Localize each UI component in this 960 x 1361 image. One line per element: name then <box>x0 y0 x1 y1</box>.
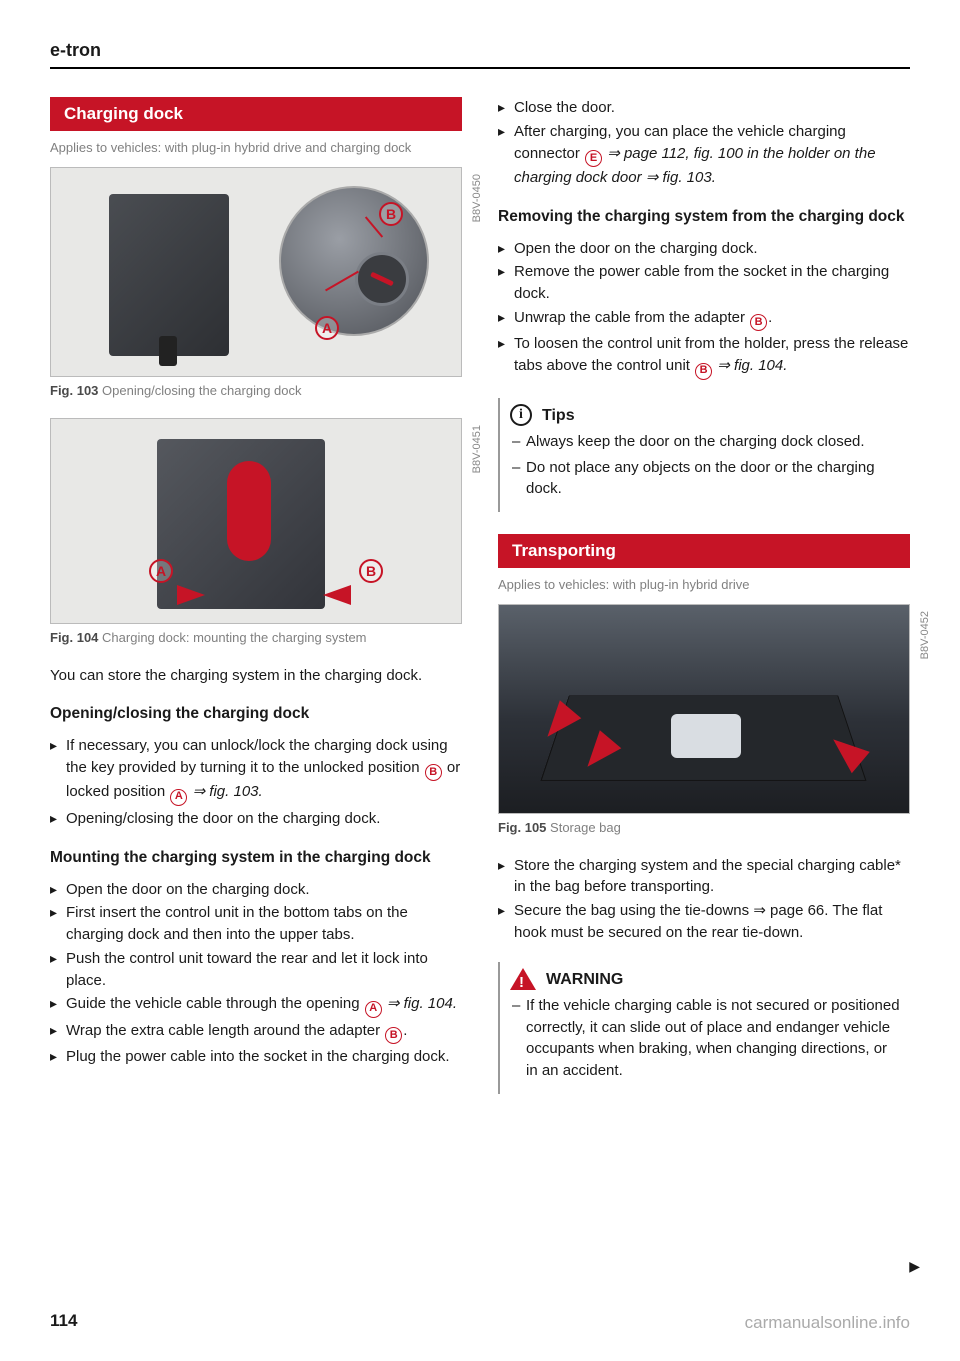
tips-title: Tips <box>542 404 575 427</box>
figure-105: B8V-0452 <box>498 604 910 814</box>
warning-icon <box>510 968 536 990</box>
trunk-photo <box>499 605 909 813</box>
cable-coil <box>227 461 271 561</box>
page-number: 114 <box>50 1311 77 1331</box>
label-b: B <box>359 559 383 583</box>
lock-knob <box>355 252 409 306</box>
fig105-code: B8V-0452 <box>919 611 931 659</box>
list-item: First insert the control unit in the bot… <box>50 902 462 946</box>
list-item: Plug the power cable into the socket in … <box>50 1046 462 1068</box>
info-icon: i <box>510 404 532 426</box>
list-item: Open the door on the charging dock. <box>50 879 462 901</box>
fig104-code: B8V-0451 <box>471 425 483 473</box>
right-column: Close the door. After charging, you can … <box>498 97 910 1116</box>
list-item: Unwrap the cable from the adapter B. <box>498 307 910 331</box>
continue-arrow-icon: ▶ <box>909 1258 920 1275</box>
figure-103: B8V-0450 A B <box>50 167 462 377</box>
list-item: Do not place any objects on the door or … <box>512 457 900 501</box>
top-divider <box>50 67 910 69</box>
arrow-icon <box>177 585 205 605</box>
content-columns: Charging dock Applies to vehicles: with … <box>50 97 910 1116</box>
list-item: Opening/closing the door on the charging… <box>50 808 462 830</box>
applies-to-text: Applies to vehicles: with plug-in hybrid… <box>50 139 462 157</box>
list-item: If necessary, you can unlock/lock the ch… <box>50 735 462 806</box>
header-brand: e-tron <box>50 40 910 61</box>
ref-a-icon: A <box>170 789 187 806</box>
tips-header: i Tips <box>500 398 910 431</box>
ref-b-icon: B <box>750 314 767 331</box>
warning-header: WARNING <box>500 962 910 995</box>
warning-title: WARNING <box>546 968 623 991</box>
lock-slot <box>370 271 394 286</box>
list-item: Push the control unit toward the rear an… <box>50 948 462 992</box>
removing-list: Open the door on the charging dock. Remo… <box>498 238 910 380</box>
fig105-caption: Fig. 105 Storage bag <box>498 820 910 835</box>
transporting-list: Store the charging system and the specia… <box>498 855 910 944</box>
label-a: A <box>149 559 173 583</box>
fig103-code: B8V-0450 <box>471 174 483 222</box>
list-item: Store the charging system and the specia… <box>498 855 910 899</box>
fig103-caption: Fig. 103 Opening/closing the charging do… <box>50 383 462 398</box>
continue-list: Close the door. After charging, you can … <box>498 97 910 189</box>
section-charging-dock: Charging dock <box>50 97 462 131</box>
applies-to-text: Applies to vehicles: with plug-in hybrid… <box>498 576 910 594</box>
label-a: A <box>315 316 339 340</box>
lock-detail-circle <box>279 186 429 336</box>
list-item: Guide the vehicle cable through the open… <box>50 993 462 1017</box>
sub-opening-closing: Opening/closing the charging dock <box>50 704 462 725</box>
ref-b-icon: B <box>385 1027 402 1044</box>
arrow-icon <box>323 585 351 605</box>
tips-list: Always keep the door on the charging doc… <box>512 431 900 500</box>
ref-b-icon: B <box>425 764 442 781</box>
tips-callout: i Tips Always keep the door on the charg… <box>498 398 910 512</box>
list-item: To loosen the control unit from the hold… <box>498 333 910 379</box>
storage-bag <box>671 714 741 758</box>
intro-text: You can store the charging system in the… <box>50 665 462 687</box>
warning-callout: WARNING If the vehicle charging cable is… <box>498 962 910 1094</box>
list-item: Remove the power cable from the socket i… <box>498 261 910 305</box>
label-b: B <box>379 202 403 226</box>
mounting-list: Open the door on the charging dock. Firs… <box>50 879 462 1068</box>
watermark: carmanualsonline.info <box>745 1313 910 1333</box>
figure-104: B8V-0451 A B <box>50 418 462 624</box>
ref-b-icon: B <box>695 363 712 380</box>
sub-mounting: Mounting the charging system in the char… <box>50 848 462 869</box>
opening-closing-list: If necessary, you can unlock/lock the ch… <box>50 735 462 829</box>
list-item: If the vehicle charging cable is not sec… <box>512 995 900 1082</box>
list-item: Close the door. <box>498 97 910 119</box>
section-transporting: Transporting <box>498 534 910 568</box>
list-item: Always keep the door on the charging doc… <box>512 431 900 453</box>
left-column: Charging dock Applies to vehicles: with … <box>50 97 462 1116</box>
ref-e-icon: E <box>585 150 602 167</box>
warning-list: If the vehicle charging cable is not sec… <box>512 995 900 1082</box>
list-item: After charging, you can place the vehicl… <box>498 121 910 189</box>
list-item: Secure the bag using the tie-downs ⇒ pag… <box>498 900 910 944</box>
charging-dock-illustration <box>109 194 229 356</box>
ref-a-icon: A <box>365 1001 382 1018</box>
list-item: Open the door on the charging dock. <box>498 238 910 260</box>
fig104-caption: Fig. 104 Charging dock: mounting the cha… <box>50 630 462 645</box>
list-item: Wrap the extra cable length around the a… <box>50 1020 462 1044</box>
sub-removing: Removing the charging system from the ch… <box>498 207 910 228</box>
